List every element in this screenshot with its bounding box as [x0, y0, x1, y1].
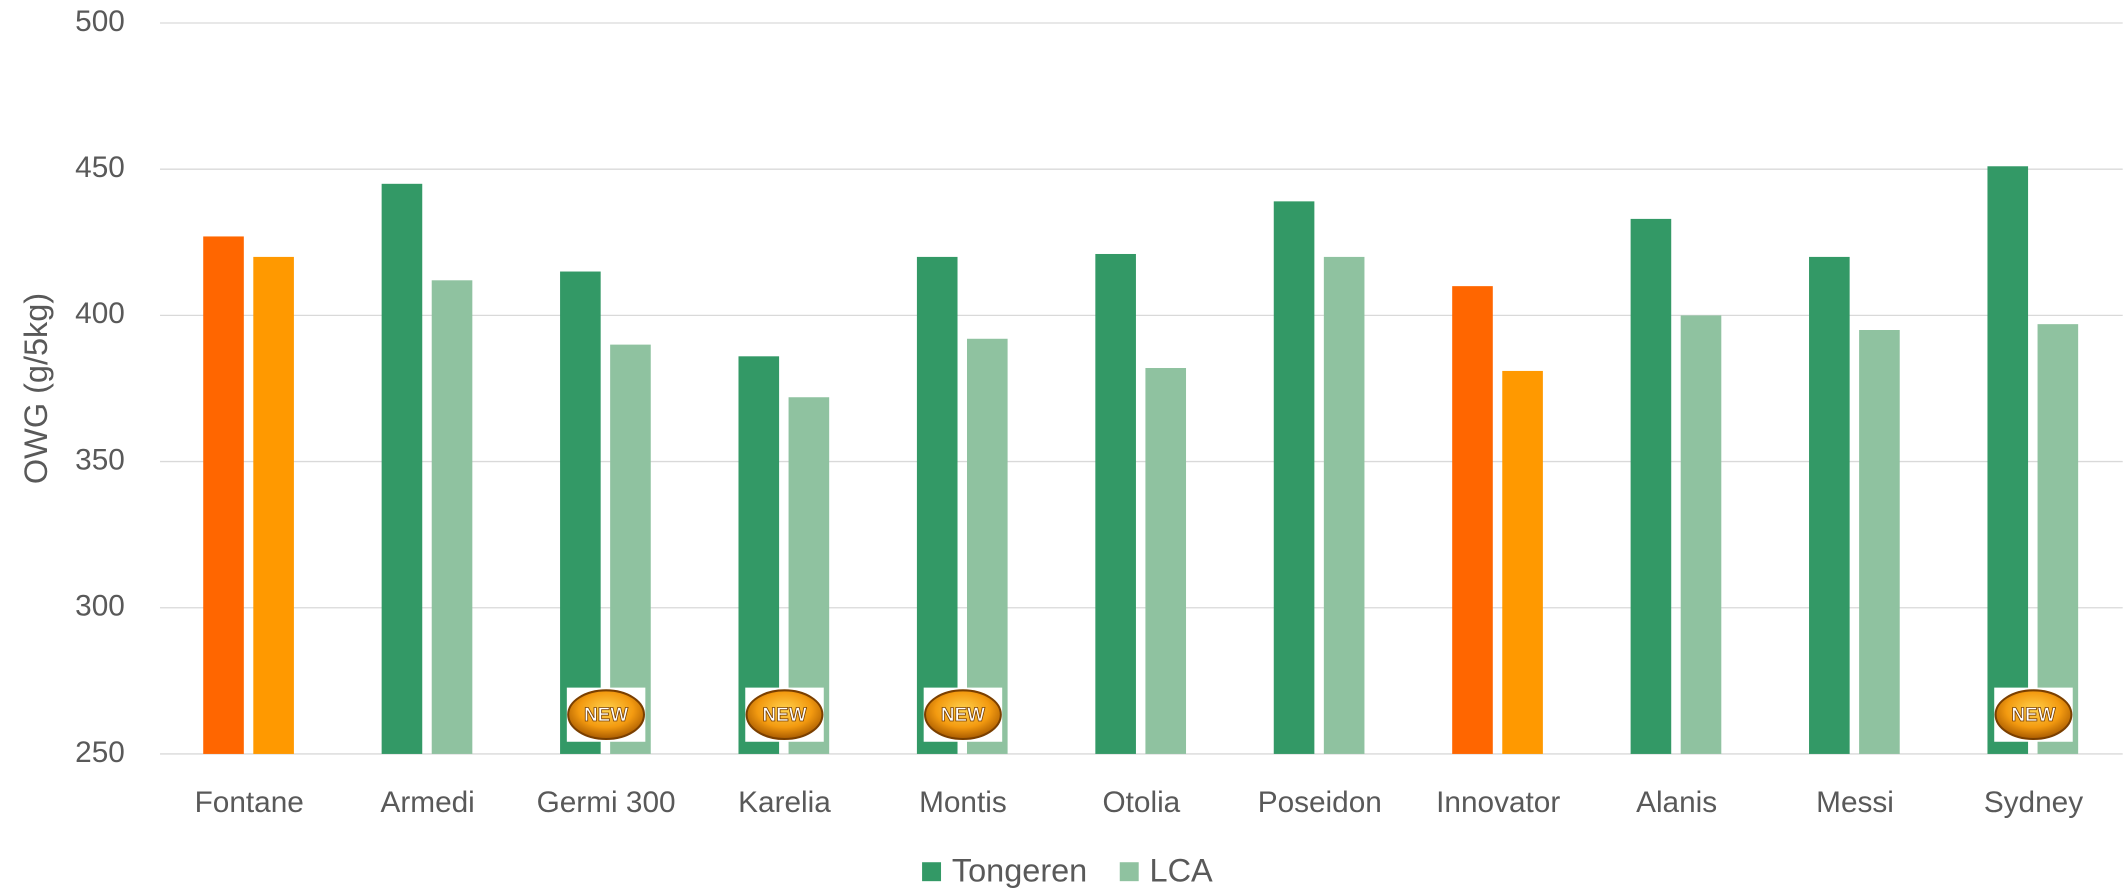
- badge-label: NEW: [2011, 705, 2055, 726]
- legend-label: LCA: [1150, 853, 1214, 889]
- badge-seal: [924, 689, 1002, 741]
- bar: [253, 256, 294, 754]
- badge-seal: [1994, 689, 2073, 741]
- x-tick-label: Alanis: [1636, 786, 1717, 819]
- new-badge: NEW: [566, 687, 646, 742]
- bar: [1809, 256, 1850, 754]
- new-badge: NEW: [1994, 687, 2073, 742]
- bar: [1323, 256, 1365, 754]
- y-tick-label: 500: [75, 5, 125, 38]
- bar: [916, 256, 958, 754]
- x-tick-label: Messi: [1816, 786, 1894, 819]
- x-tick-label: Sydney: [1984, 786, 2083, 819]
- legend-label: Tongeren: [952, 853, 1087, 889]
- bar: [1630, 218, 1672, 754]
- bar: [431, 280, 473, 754]
- badge-label: NEW: [584, 705, 628, 726]
- x-tick-label: Montis: [919, 786, 1007, 819]
- bar: [203, 236, 244, 754]
- y-tick-label: 350: [75, 443, 125, 476]
- badge-seal: [567, 689, 646, 741]
- bar: [2037, 324, 2079, 754]
- x-tick-label: Fontane: [195, 786, 304, 819]
- legend-swatch: [1119, 862, 1139, 882]
- new-badge: NEW: [923, 687, 1003, 742]
- bar: [560, 271, 601, 754]
- x-tick-label: Poseidon: [1258, 786, 1382, 819]
- badge-seal: [745, 689, 824, 741]
- bar: [610, 344, 651, 754]
- new-badge: NEW: [745, 687, 824, 742]
- bar: [1987, 166, 2029, 754]
- bar: [1145, 368, 1187, 754]
- x-tick-label: Karelia: [738, 786, 831, 819]
- y-tick-label: 300: [75, 590, 125, 623]
- badge-label: NEW: [762, 705, 806, 726]
- y-tick-label: 250: [75, 736, 125, 769]
- legend-swatch: [922, 862, 942, 882]
- x-tick-label: Innovator: [1436, 786, 1560, 819]
- bar: [1859, 329, 1900, 754]
- bar: [966, 338, 1008, 754]
- y-axis-title: OWG (g/5kg): [18, 293, 54, 484]
- y-tick-label: 450: [75, 151, 125, 184]
- x-tick-label: Otolia: [1102, 786, 1180, 819]
- x-tick-label: Armedi: [381, 786, 475, 819]
- bar: [1502, 370, 1543, 754]
- badge-label: NEW: [941, 705, 985, 726]
- bar: [1452, 286, 1493, 754]
- bar: [1680, 315, 1722, 754]
- bar: [1273, 201, 1315, 754]
- bar: [1095, 253, 1136, 754]
- x-tick-label: Germi 300: [537, 786, 676, 819]
- bar: [381, 183, 423, 754]
- y-tick-label: 400: [75, 297, 125, 330]
